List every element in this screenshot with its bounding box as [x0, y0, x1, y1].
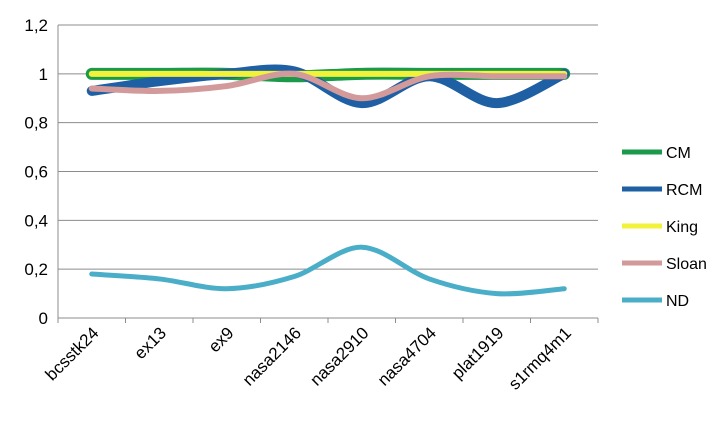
x-axis: bcsstk24 ex13 ex9 nasa2146 nasa2910 nasa4704 p…	[42, 317, 599, 394]
legend: CM RCM King Sloan ND	[622, 145, 707, 310]
x-tick-label: ex9	[205, 323, 238, 356]
y-tick-label: 0,8	[24, 114, 48, 133]
series-lines	[85, 64, 571, 297]
y-tick-label: 0	[39, 309, 48, 328]
legend-label-nd: ND	[666, 293, 689, 310]
y-tick-label: 0,2	[24, 260, 48, 279]
legend-label-king: King	[666, 219, 698, 236]
legend-label-rcm: RCM	[666, 182, 702, 199]
y-tick-label: 0,6	[24, 163, 48, 182]
series-line-sloan	[88, 70, 568, 102]
x-tick-label: bcsstk24	[42, 323, 103, 384]
x-tick-label: s1rmq4m1	[505, 323, 575, 393]
legend-label-cm: CM	[666, 145, 691, 162]
y-tick-label: 1,2	[24, 16, 48, 35]
y-tick-label: 1	[39, 65, 48, 84]
x-tick-label: nasa4704	[374, 323, 440, 389]
legend-label-sloan: Sloan	[666, 256, 707, 273]
x-tick-label: ex13	[131, 323, 171, 363]
series-line-nd	[89, 244, 567, 297]
x-tick-label: plat1919	[448, 323, 508, 383]
y-tick-label: 0,4	[24, 211, 48, 230]
x-tick-label: nasa2910	[306, 323, 372, 389]
y-axis: 0 0,2 0,4 0,6 0,8 1 1,2	[24, 16, 59, 328]
x-tick-label: nasa2146	[239, 323, 305, 389]
